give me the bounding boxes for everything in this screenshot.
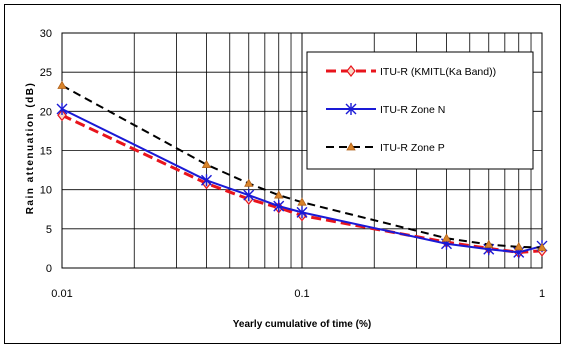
legend-marker <box>346 65 356 77</box>
x-tick-label: 0.1 <box>294 288 309 300</box>
y-tick-label: 15 <box>40 146 52 158</box>
legend-item: ITU-R Zone P <box>326 142 445 154</box>
data-point <box>297 197 307 206</box>
data-point <box>200 174 212 187</box>
data-point <box>243 189 255 202</box>
y-tick-label: 30 <box>40 28 52 40</box>
data-point <box>57 80 67 89</box>
plot-border <box>61 32 543 269</box>
data-point <box>201 159 212 169</box>
legend-label: ITU-R Zone N <box>380 104 445 116</box>
data-point <box>274 190 284 199</box>
legend: ITU-R (KMITL(Ka Band)) ITU-R Zone N ITU-R … <box>306 51 534 170</box>
data-point <box>57 109 67 122</box>
legend-item: ITU-R Zone N <box>326 103 445 116</box>
y-tick-label: 10 <box>40 185 52 197</box>
x-tick-label: 1 <box>539 288 545 300</box>
data-point <box>484 239 494 248</box>
legend-label: ITU-R Zone P <box>380 142 445 154</box>
y-tick-label: 20 <box>40 106 52 118</box>
y-tick-labels: 0 5 10 15 20 25 30 <box>40 28 52 275</box>
legend-item: ITU-R (KMITL(Ka Band)) <box>326 65 496 78</box>
y-tick-label: 25 <box>40 67 52 79</box>
x-tick-label: 0.01 <box>51 288 72 300</box>
x-axis-label: Yearly cumulative of time (%) <box>233 319 371 330</box>
y-axis-label: Rain attenuation (dB) <box>25 82 36 215</box>
y-tick-label: 0 <box>46 263 52 275</box>
series-itu-r-zone-p <box>57 80 547 252</box>
data-point <box>56 102 68 115</box>
data-point <box>514 242 524 251</box>
data-point <box>273 200 285 213</box>
legend-label: ITU-R (KMITL(Ka Band)) <box>380 66 496 78</box>
legend-marker <box>346 142 356 151</box>
x-tick-labels: 0.01 0.1 1 <box>51 288 545 300</box>
y-tick-label: 5 <box>46 224 52 236</box>
data-point <box>244 178 254 187</box>
series-group <box>56 80 548 259</box>
data-point <box>441 233 452 242</box>
legend-marker <box>345 103 357 115</box>
data-point <box>296 206 308 219</box>
data-point <box>537 242 547 252</box>
